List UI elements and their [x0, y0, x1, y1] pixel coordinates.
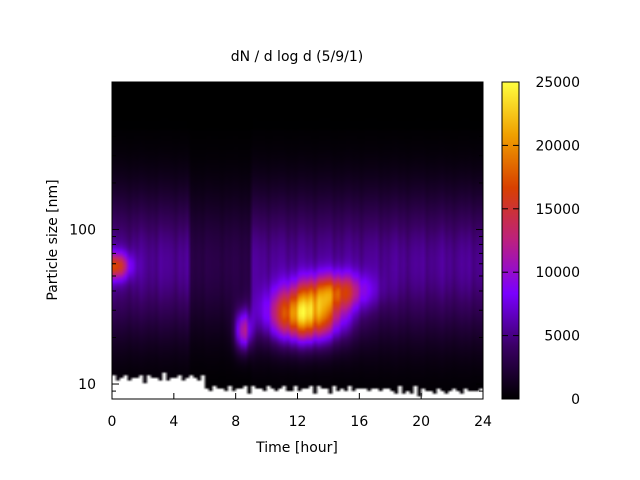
y-axis-label: Particle size [nm] [45, 179, 61, 300]
heatmap-image [112, 82, 483, 399]
colorbar: 0 5000 10000 15000 20000 25000 [501, 75, 580, 408]
x-axis: 0 4 8 12 16 20 24 [108, 82, 492, 430]
plot-area [111, 81, 484, 400]
x-tick-label: 12 [289, 414, 307, 430]
colorbar-tick-label: 10000 [535, 265, 580, 281]
colorbar-tick-label: 5000 [544, 329, 580, 345]
x-tick-label: 24 [474, 414, 492, 430]
colorbar-tick-label: 20000 [535, 138, 580, 154]
x-tick-label: 16 [350, 414, 368, 430]
y-tick-label: 10 [78, 377, 96, 393]
y-tick-label: 100 [69, 222, 96, 238]
colorbar-gradient [501, 81, 520, 400]
x-axis-label: Time [hour] [255, 440, 338, 456]
colorbar-tick-label: 15000 [535, 202, 580, 218]
x-tick-label: 0 [108, 414, 117, 430]
y-axis: 10 100 [69, 89, 483, 393]
x-tick-label: 8 [231, 414, 240, 430]
colorbar-tick-label: 0 [571, 392, 580, 408]
colorbar-tick-label: 25000 [535, 75, 580, 91]
colorbar-ticks: 0 5000 10000 15000 20000 25000 [502, 75, 580, 408]
x-tick-label: 20 [412, 414, 430, 430]
chart-title: dN / d log d (5/9/1) [231, 49, 364, 65]
x-tick-label: 4 [169, 414, 178, 430]
